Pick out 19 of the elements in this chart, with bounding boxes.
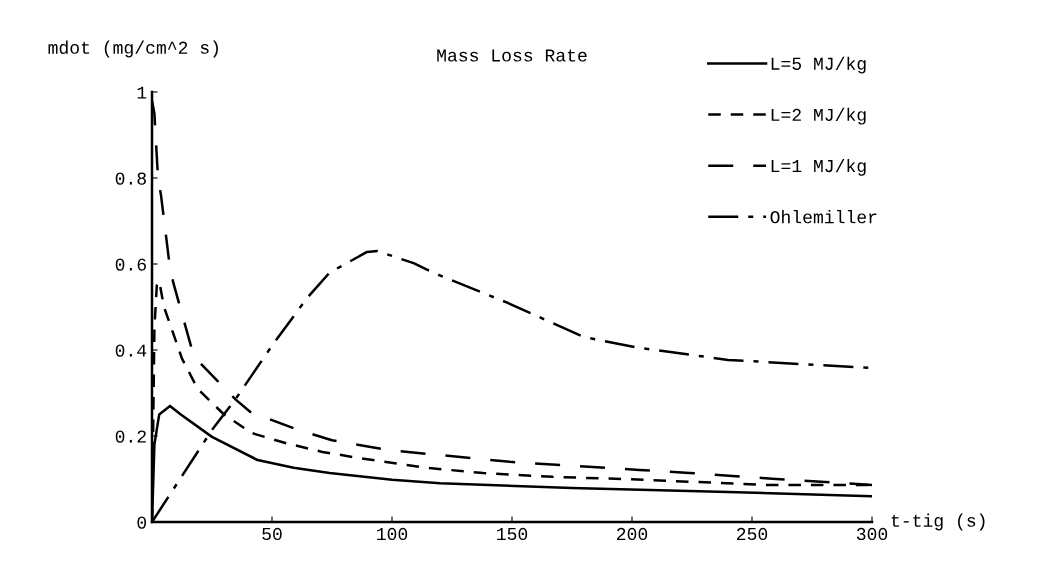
x-tick-label: 150 — [497, 527, 528, 541]
y-tick-label: 1 — [137, 86, 147, 99]
legend-label: L=5 MJ/kg — [771, 56, 866, 74]
x-axis-title: t-tig (s) — [891, 513, 985, 531]
y-tick-label: 0.6 — [115, 258, 146, 271]
y-tick-label: 0.4 — [115, 344, 147, 357]
x-tick-label: 50 — [262, 527, 282, 541]
y-tick-label: 0 — [137, 516, 147, 529]
x-tick-label: 250 — [737, 527, 768, 541]
x-tick-label: 300 — [856, 527, 888, 541]
chart-title: Mass Loss Rate — [437, 49, 587, 62]
legend-label: Ohlemiller — [770, 210, 877, 224]
y-axis-title: mdot (mg/cm^2 s) — [48, 40, 218, 58]
y-tick-label: 0.8 — [115, 172, 146, 185]
legend-label: L=1 MJ/kg — [771, 158, 866, 176]
y-tick-label: 0.2 — [115, 430, 146, 443]
x-tick-label: 100 — [377, 527, 408, 541]
legend-label: L=2 MJ/kg — [771, 107, 866, 125]
x-tick-label: 200 — [617, 527, 648, 541]
